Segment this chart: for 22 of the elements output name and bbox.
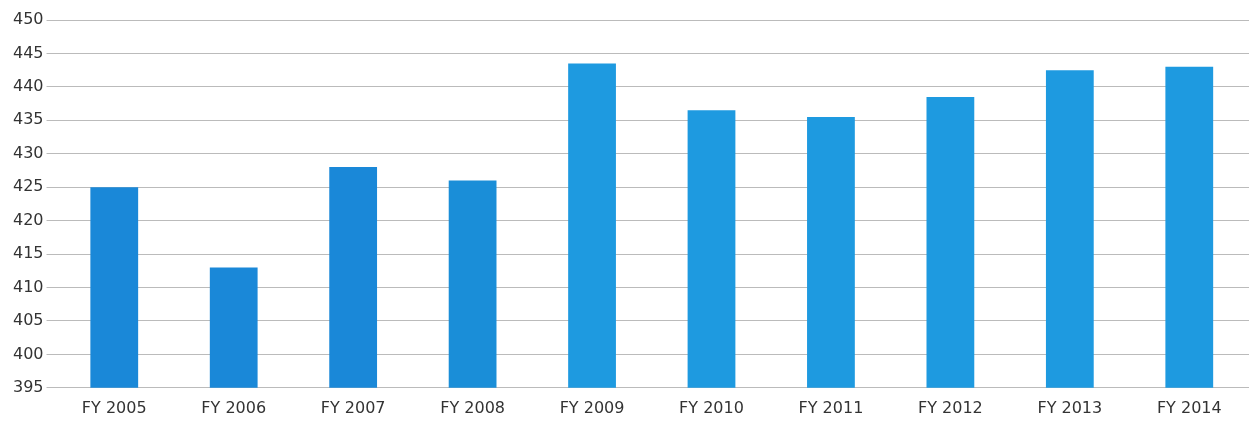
y-tick-label: 425 <box>12 176 44 196</box>
y-tick-label: 400 <box>12 343 44 363</box>
x-tick-label: FY 2006 <box>201 397 267 417</box>
x-tick-label: FY 2011 <box>798 397 864 417</box>
y-tick-label: 445 <box>12 42 44 62</box>
x-tick-label: FY 2007 <box>320 397 386 417</box>
y-tick-label: 410 <box>12 276 44 296</box>
y-tick-label: 450 <box>12 9 44 29</box>
x-tick-label: FY 2009 <box>559 397 625 417</box>
y-tick-label: 415 <box>12 243 44 263</box>
y-tick-label: 420 <box>12 209 44 229</box>
y-tick-label: 405 <box>12 310 44 330</box>
y-tick-label: 435 <box>12 109 44 129</box>
x-tick-label: FY 2010 <box>679 397 744 417</box>
y-tick-label: 395 <box>12 376 44 396</box>
x-tick-label: FY 2012 <box>917 397 983 417</box>
y-tick-label: 440 <box>12 76 44 96</box>
x-tick-label: FY 2005 <box>81 397 147 417</box>
x-tick-label: FY 2013 <box>1037 397 1103 417</box>
y-tick-label: 430 <box>12 142 44 162</box>
x-tick-label: FY 2014 <box>1156 397 1222 417</box>
x-tick-label: FY 2008 <box>440 397 505 417</box>
